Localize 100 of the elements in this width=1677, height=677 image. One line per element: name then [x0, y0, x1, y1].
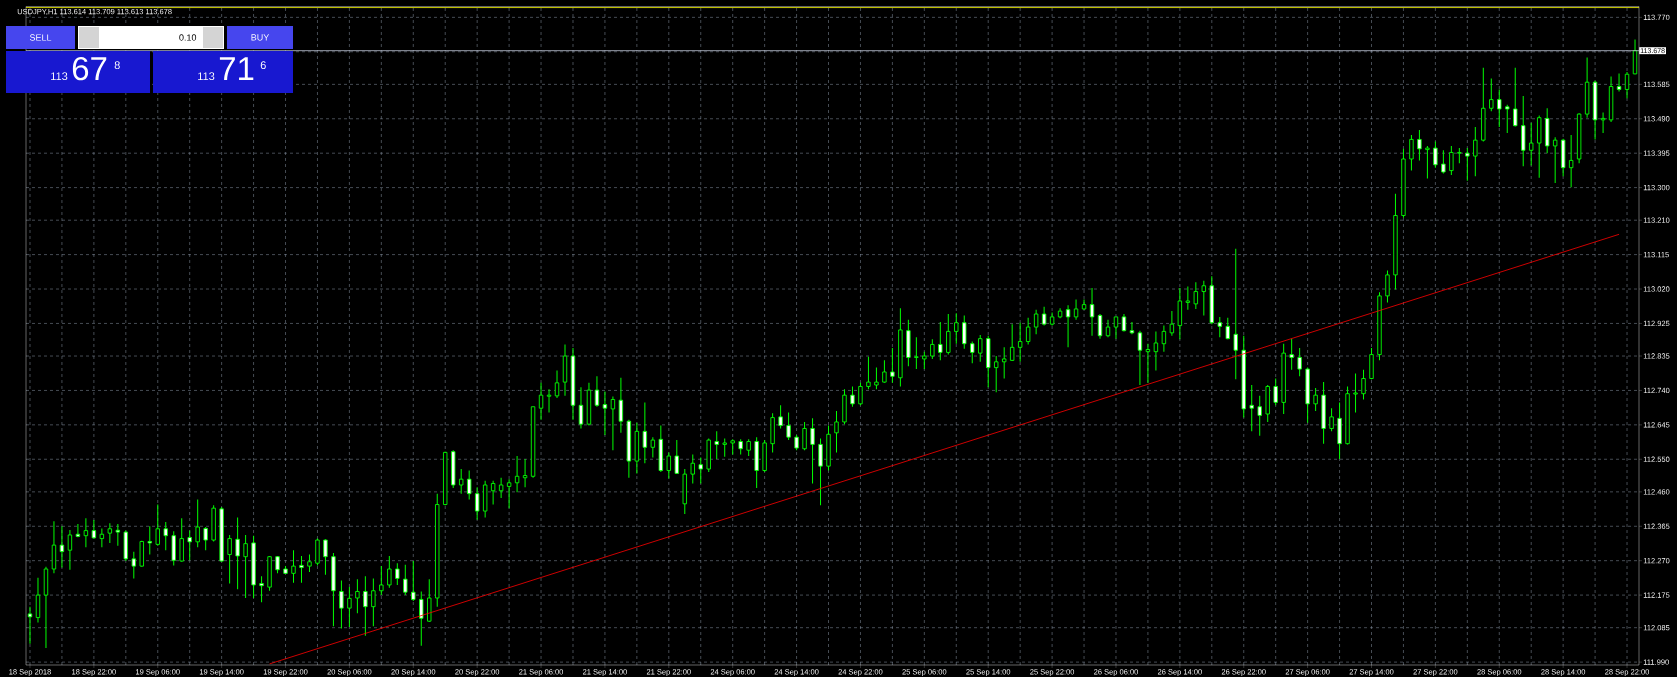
candlestick: [914, 336, 919, 370]
candlestick: [1025, 317, 1031, 345]
candlestick: [1289, 338, 1294, 371]
candlestick: [1409, 134, 1414, 172]
candlestick: [578, 386, 584, 429]
candlestick: [1369, 347, 1374, 380]
candlestick: [1361, 369, 1366, 400]
candlestick: [1505, 104, 1510, 134]
candlestick: [1065, 304, 1071, 348]
candlestick: [227, 534, 232, 584]
candlestick: [1145, 343, 1151, 384]
candlestick: [1417, 129, 1422, 161]
candlestick: [339, 580, 344, 629]
candlestick: [602, 391, 608, 436]
candlestick: [650, 436, 656, 458]
candlestick: [490, 480, 496, 506]
candlestick: [411, 560, 416, 602]
candlestick: [834, 410, 839, 453]
candlestick: [1449, 145, 1454, 176]
annotation: 113: [51, 72, 68, 81]
candlestick: [810, 417, 815, 485]
candlestick: [554, 370, 560, 399]
candlestick: [546, 388, 552, 414]
candlestick: [1257, 395, 1262, 437]
candlestick: [323, 538, 328, 576]
candlestick: [498, 477, 504, 499]
candlestick: [347, 586, 352, 628]
candlestick: [115, 523, 121, 547]
candlestick: [610, 396, 616, 451]
candlestick: [866, 356, 871, 390]
candlestick: [698, 456, 703, 485]
candlestick: [522, 458, 528, 488]
candlestick: [187, 530, 192, 561]
candlestick: [642, 401, 648, 464]
candlestick: [1297, 347, 1302, 377]
candlestick: [970, 341, 975, 364]
candlestick: [1073, 299, 1079, 321]
candlestick: [890, 347, 895, 384]
candlestick: [1497, 88, 1502, 128]
candlestick: [538, 382, 544, 421]
candlestick: [1097, 313, 1103, 340]
candlestick: [163, 521, 168, 551]
candlestick: [75, 523, 81, 538]
candlestick: [1600, 112, 1606, 134]
candlestick: [1249, 384, 1254, 432]
candlestick: [1137, 330, 1143, 386]
candlestick: [1185, 285, 1191, 311]
candlestick: [1033, 309, 1039, 335]
annotation: 67: [72, 56, 107, 81]
candlestick: [954, 312, 959, 345]
candlestick: [83, 517, 89, 548]
candlestick: [1273, 377, 1278, 406]
candlestick: [131, 551, 137, 579]
candlestick: [1568, 134, 1574, 188]
candlestick: [1161, 325, 1167, 353]
candlestick: [1169, 310, 1175, 337]
annotation: 6: [260, 61, 266, 70]
candlestick: [993, 355, 999, 393]
candlestick: [722, 438, 727, 458]
candlestick: [99, 527, 105, 548]
annotation: 71: [219, 57, 254, 80]
candlestick: [1313, 387, 1318, 412]
candlestick: [147, 525, 152, 556]
candlestick: [858, 382, 863, 406]
candlestick: [506, 478, 512, 509]
candlestick: [1624, 71, 1630, 99]
candlestick: [938, 321, 943, 361]
candlestick: [674, 439, 679, 475]
candlestick: [379, 565, 384, 596]
candlestick: [1201, 280, 1207, 316]
candlestick: [714, 430, 719, 460]
annotation: 8: [114, 61, 120, 70]
candlestick: [235, 517, 240, 590]
annotation: SELL: [29, 34, 52, 41]
candlestick: [419, 590, 424, 647]
candlestick: [387, 555, 392, 589]
annotation: 0.10: [179, 34, 197, 41]
candlestick: [1425, 145, 1430, 180]
candlestick: [371, 577, 376, 627]
candlestick: [1129, 321, 1135, 335]
candlestick: [1217, 316, 1222, 338]
candlestick: [818, 438, 823, 506]
candlestick: [1113, 316, 1119, 340]
candlestick: [474, 486, 480, 521]
candlestick: [850, 385, 855, 408]
candlestick: [427, 578, 432, 623]
candlestick: [243, 534, 248, 599]
candlestick: [59, 525, 65, 569]
candlestick: [91, 519, 97, 540]
candlestick: [1616, 73, 1622, 93]
candlestick: [35, 577, 41, 624]
candlestick: [666, 451, 672, 479]
candlestick: [1193, 281, 1199, 310]
candlestick: [1465, 147, 1470, 182]
candlestick: [778, 404, 783, 429]
candlestick: [978, 334, 983, 363]
candlestick: [51, 520, 57, 574]
candlestick: [1513, 67, 1518, 127]
candlestick: [1233, 248, 1238, 380]
candlestick: [882, 359, 887, 384]
